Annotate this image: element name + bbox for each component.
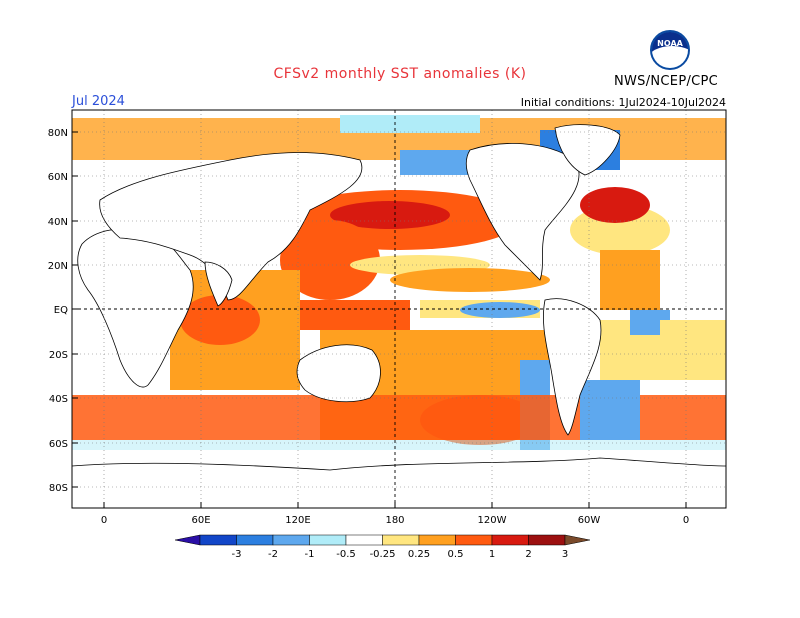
- colorbar-label: -1: [305, 549, 315, 560]
- lon-label: 0: [683, 515, 689, 526]
- colorbar: -3 -2 -1 -0.5 -0.25 0.25 0.5 1 2 3: [174, 534, 591, 560]
- lon-label: 60E: [191, 515, 210, 526]
- antarctica: [72, 457, 726, 508]
- colorbar-blocks: [174, 534, 591, 546]
- lon-label: 180: [385, 515, 404, 526]
- colorbar-segment: [345, 534, 383, 546]
- forecast-month: Jul 2024: [72, 94, 125, 109]
- lat-label: 60N: [48, 172, 68, 183]
- lat-label: 40S: [49, 394, 68, 405]
- colorbar-segment: [418, 534, 456, 546]
- colorbar-segment: [236, 534, 274, 546]
- lon-label: 120E: [285, 515, 310, 526]
- axis-ticks: [72, 131, 687, 508]
- australia: [296, 344, 381, 403]
- colorbar-label: -3: [232, 549, 242, 560]
- colorbar-label: -2: [268, 549, 278, 560]
- colorbar-label: 3: [562, 549, 568, 560]
- lon-label: 60W: [578, 515, 601, 526]
- continents: [72, 124, 726, 508]
- noaa-logo-icon: NOAA: [650, 30, 690, 70]
- lon-label: 0: [101, 515, 107, 526]
- colorbar-segment: [272, 534, 310, 546]
- lat-label: 40N: [48, 217, 68, 228]
- colorbar-min-arrow: [174, 534, 201, 546]
- colorbar-label: -0.25: [370, 549, 396, 560]
- map-title: CFSv2 monthly SST anomalies (K): [273, 66, 527, 82]
- colorbar-label: -0.5: [336, 549, 356, 560]
- colorbar-segment: [382, 534, 420, 546]
- logo-text: NOAA: [657, 39, 683, 48]
- lat-label: 80S: [49, 483, 68, 494]
- lat-label: 80N: [48, 128, 68, 139]
- colorbar-segment: [491, 534, 529, 546]
- lat-label: 20N: [48, 261, 68, 272]
- graticule: [72, 110, 726, 508]
- colorbar-segment: [309, 534, 347, 546]
- lon-label: 120W: [478, 515, 507, 526]
- initial-conditions: Initial conditions: 1Jul2024-10Jul2024: [520, 96, 726, 109]
- colorbar-label: 1: [489, 549, 495, 560]
- colorbar-segment: [455, 534, 493, 546]
- colorbar-max-arrow: [564, 534, 591, 546]
- lat-label: 20S: [49, 350, 68, 361]
- colorbar-label: 0.5: [448, 549, 464, 560]
- colorbar-label: 0.25: [408, 549, 430, 560]
- lat-label: 60S: [49, 439, 68, 450]
- greenland: [554, 124, 621, 176]
- india: [204, 261, 233, 307]
- colorbar-label: 2: [525, 549, 531, 560]
- south-america: [543, 298, 602, 436]
- agency-label: NWS/NCEP/CPC: [614, 74, 719, 89]
- eurasia: [99, 152, 363, 301]
- lat-label: EQ: [54, 305, 68, 316]
- colorbar-segment: [528, 534, 566, 546]
- colorbar-segment: [199, 534, 237, 546]
